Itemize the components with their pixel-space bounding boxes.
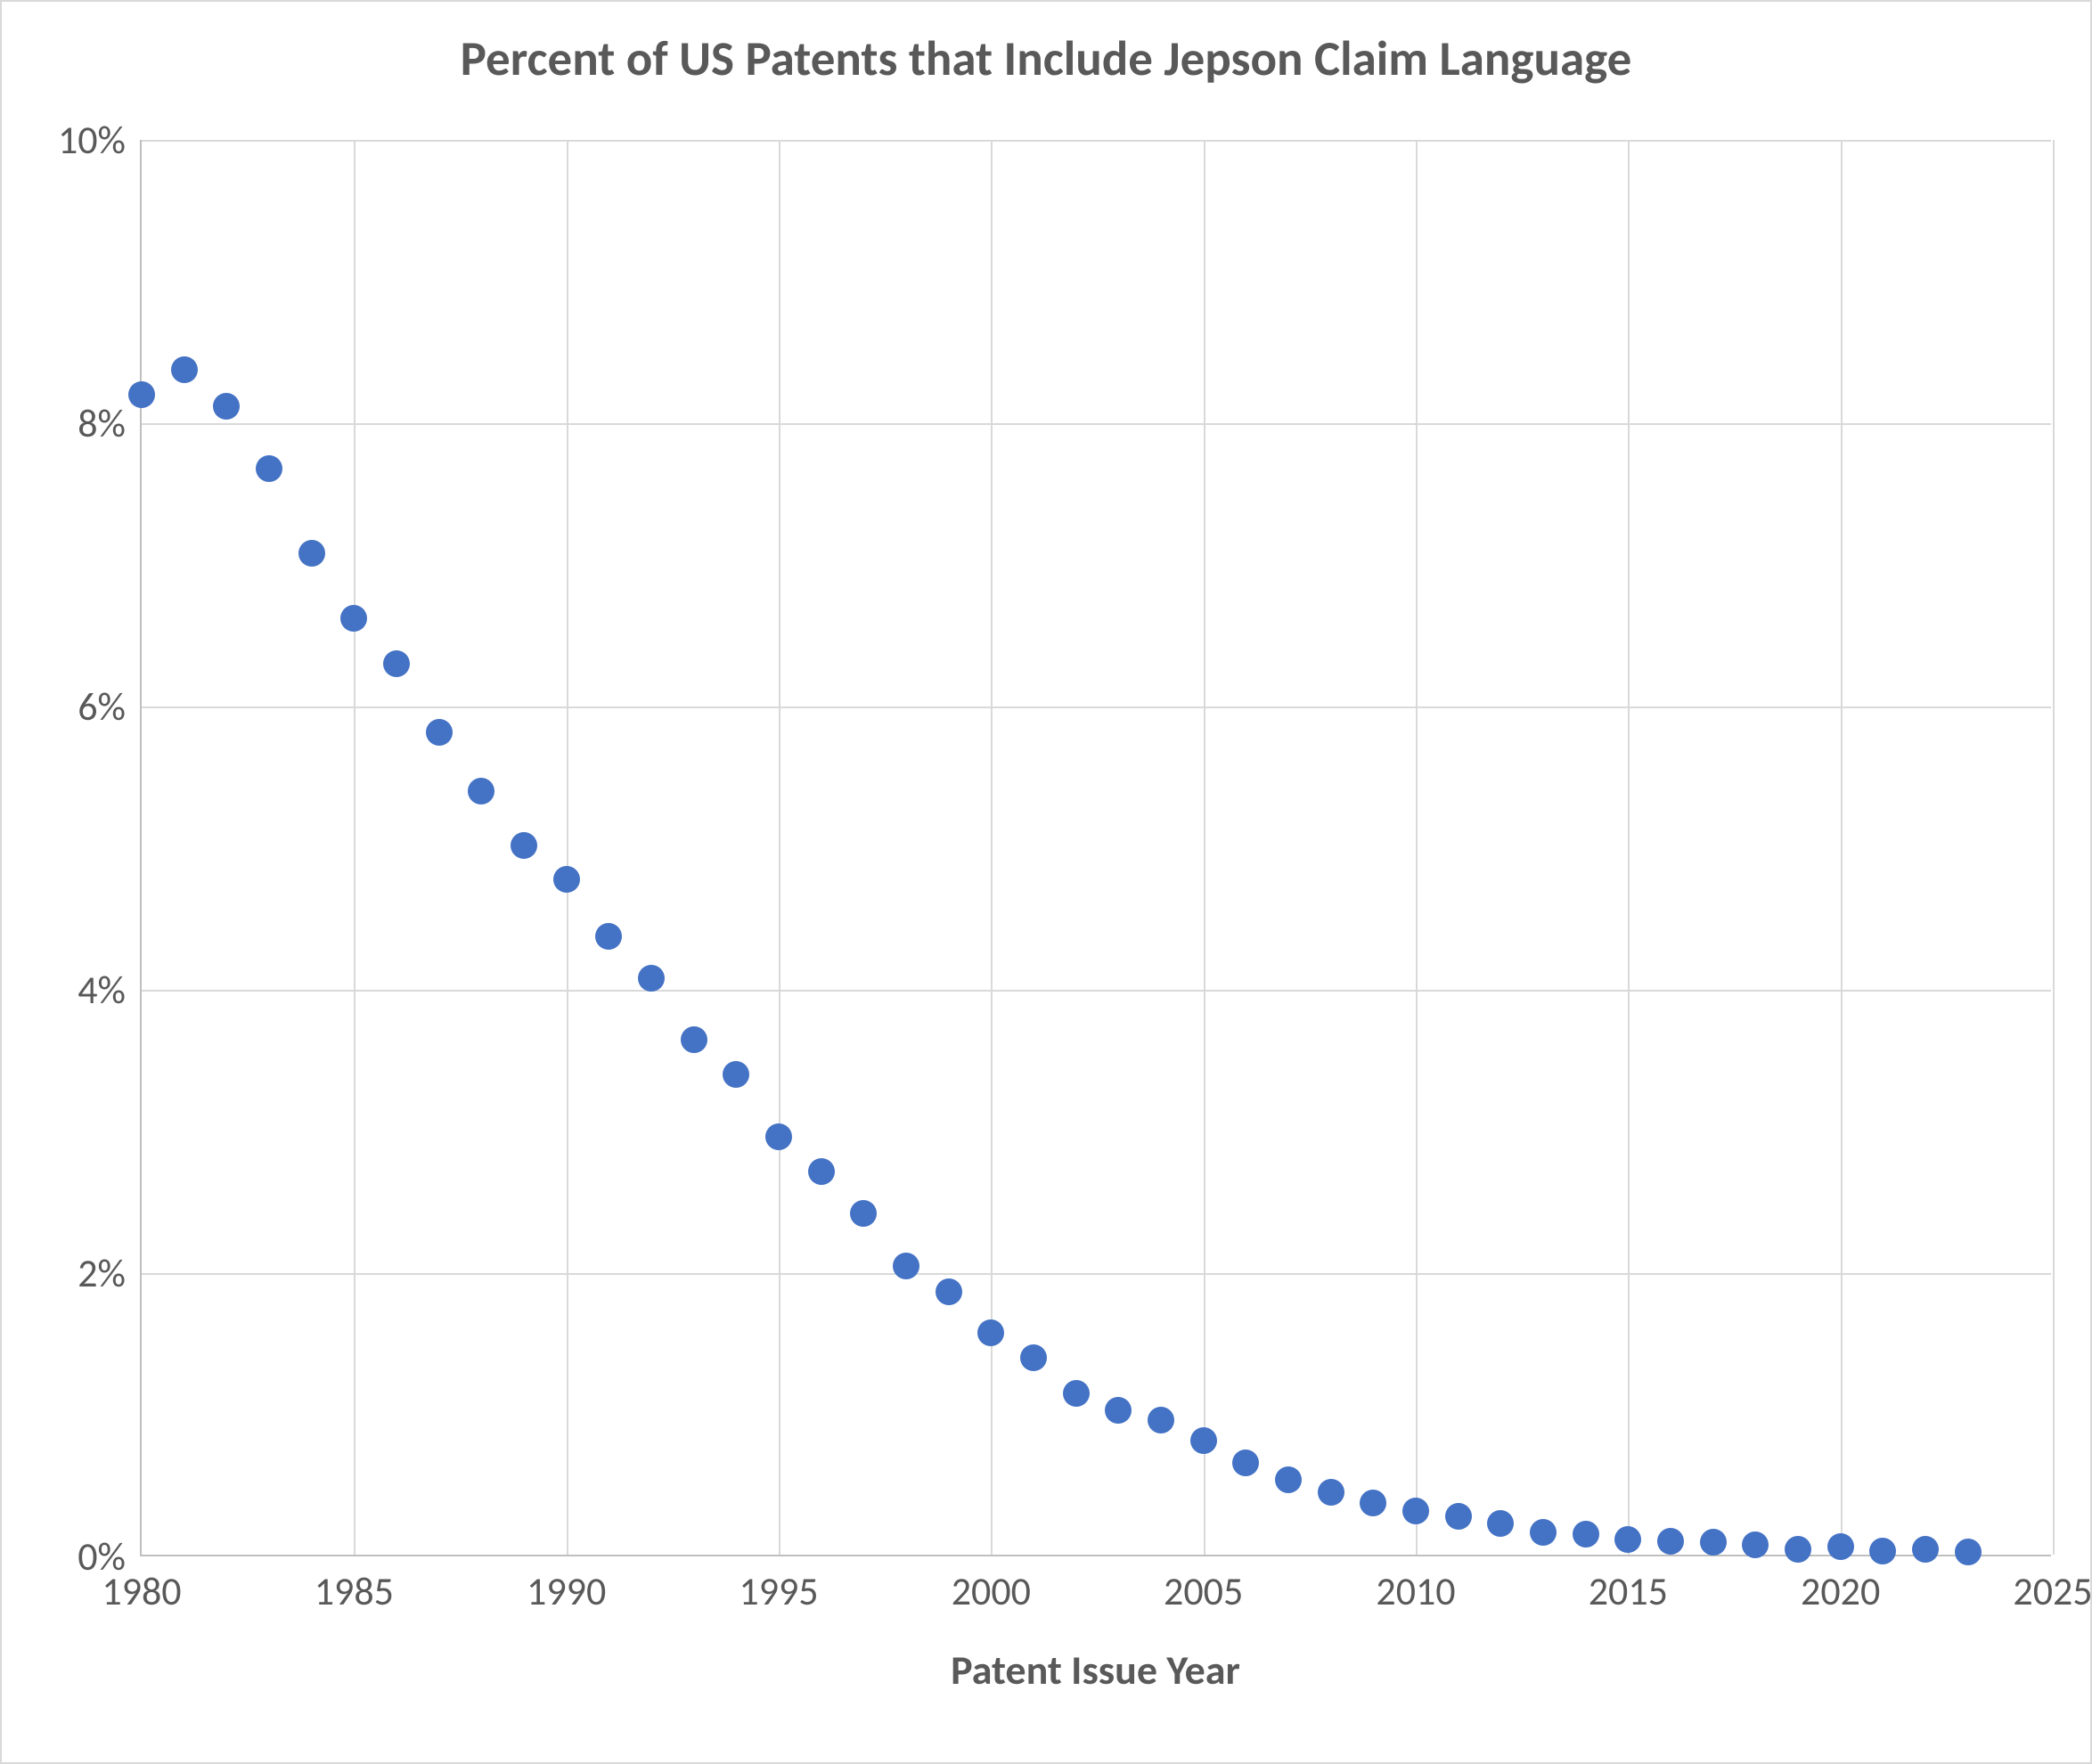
data-point bbox=[1360, 1490, 1386, 1516]
data-point bbox=[1827, 1533, 1854, 1560]
data-point bbox=[1232, 1450, 1259, 1476]
data-point bbox=[765, 1123, 792, 1150]
gridline-vertical bbox=[1204, 140, 1205, 1555]
x-tick-label: 2005 bbox=[1164, 1555, 1243, 1615]
data-point bbox=[298, 540, 325, 567]
data-point bbox=[553, 866, 580, 893]
data-point bbox=[1614, 1526, 1641, 1553]
x-tick-label: 2025 bbox=[2013, 1555, 2092, 1615]
data-point bbox=[681, 1026, 707, 1053]
data-point bbox=[808, 1158, 835, 1185]
data-point bbox=[1063, 1380, 1090, 1407]
data-point bbox=[1742, 1531, 1769, 1558]
data-point bbox=[1912, 1536, 1939, 1563]
gridline-horizontal bbox=[142, 140, 2051, 142]
y-tick-label: 4% bbox=[78, 966, 142, 1014]
data-point bbox=[595, 923, 622, 950]
y-tick-label: 6% bbox=[78, 682, 142, 731]
data-point bbox=[213, 393, 240, 420]
gridline-vertical bbox=[1416, 140, 1418, 1555]
data-point bbox=[1190, 1427, 1217, 1454]
y-tick-label: 0% bbox=[78, 1532, 142, 1580]
y-tick-label: 10% bbox=[58, 116, 142, 164]
data-point bbox=[936, 1278, 962, 1305]
x-tick-label: 1985 bbox=[315, 1555, 394, 1615]
x-tick-label: 2000 bbox=[952, 1555, 1031, 1615]
gridline-horizontal bbox=[142, 990, 2051, 992]
data-point bbox=[128, 381, 155, 408]
data-point bbox=[1148, 1407, 1174, 1433]
gridline-horizontal bbox=[142, 706, 2051, 708]
plot-area: 1980198519901995200020052010201520202025… bbox=[140, 140, 2051, 1556]
data-point bbox=[256, 455, 282, 482]
data-point bbox=[977, 1319, 1004, 1346]
data-point bbox=[468, 778, 494, 804]
data-point bbox=[1445, 1503, 1472, 1530]
x-axis-title: Patent Issue Year bbox=[951, 1646, 1240, 1695]
data-point bbox=[638, 965, 665, 992]
data-point bbox=[1318, 1479, 1344, 1506]
data-point bbox=[1530, 1519, 1557, 1546]
gridline-vertical bbox=[567, 140, 568, 1555]
data-point bbox=[1657, 1528, 1684, 1555]
gridline-vertical bbox=[2053, 140, 2055, 1555]
gridline-vertical bbox=[354, 140, 355, 1555]
data-point bbox=[1275, 1466, 1302, 1493]
data-point bbox=[511, 832, 537, 859]
chart-title: Percent of US Patents that Include Jepso… bbox=[2, 29, 2090, 88]
gridline-vertical bbox=[1841, 140, 1843, 1555]
data-point bbox=[426, 719, 453, 746]
data-point bbox=[171, 356, 198, 383]
data-point bbox=[1020, 1344, 1047, 1371]
y-tick-label: 8% bbox=[78, 399, 142, 447]
data-point bbox=[1573, 1521, 1599, 1548]
data-point bbox=[723, 1061, 749, 1088]
gridline-vertical bbox=[779, 140, 780, 1555]
data-point bbox=[383, 650, 410, 677]
data-point bbox=[1487, 1510, 1514, 1537]
x-tick-label: 2015 bbox=[1589, 1555, 1668, 1615]
gridline-horizontal bbox=[142, 1273, 2051, 1275]
data-point bbox=[1105, 1397, 1132, 1424]
data-point bbox=[850, 1200, 877, 1227]
gridline-vertical bbox=[1628, 140, 1630, 1555]
data-point bbox=[1700, 1529, 1727, 1556]
x-tick-label: 2020 bbox=[1801, 1555, 1880, 1615]
x-tick-label: 1995 bbox=[739, 1555, 818, 1615]
data-point bbox=[1955, 1539, 1982, 1565]
data-point bbox=[1785, 1536, 1811, 1563]
x-tick-label: 2010 bbox=[1376, 1555, 1455, 1615]
y-tick-label: 2% bbox=[78, 1249, 142, 1297]
chart-container: Percent of US Patents that Include Jepso… bbox=[0, 0, 2092, 1764]
data-point bbox=[1402, 1498, 1429, 1524]
data-point bbox=[1869, 1538, 1896, 1564]
data-point bbox=[893, 1253, 919, 1279]
gridline-horizontal bbox=[142, 423, 2051, 425]
x-tick-label: 1990 bbox=[527, 1555, 606, 1615]
data-point bbox=[340, 605, 367, 632]
